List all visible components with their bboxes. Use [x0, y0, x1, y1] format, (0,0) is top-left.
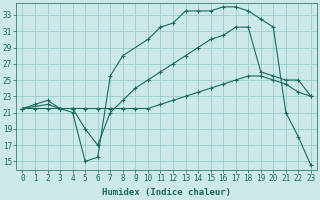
X-axis label: Humidex (Indice chaleur): Humidex (Indice chaleur) — [102, 188, 231, 197]
